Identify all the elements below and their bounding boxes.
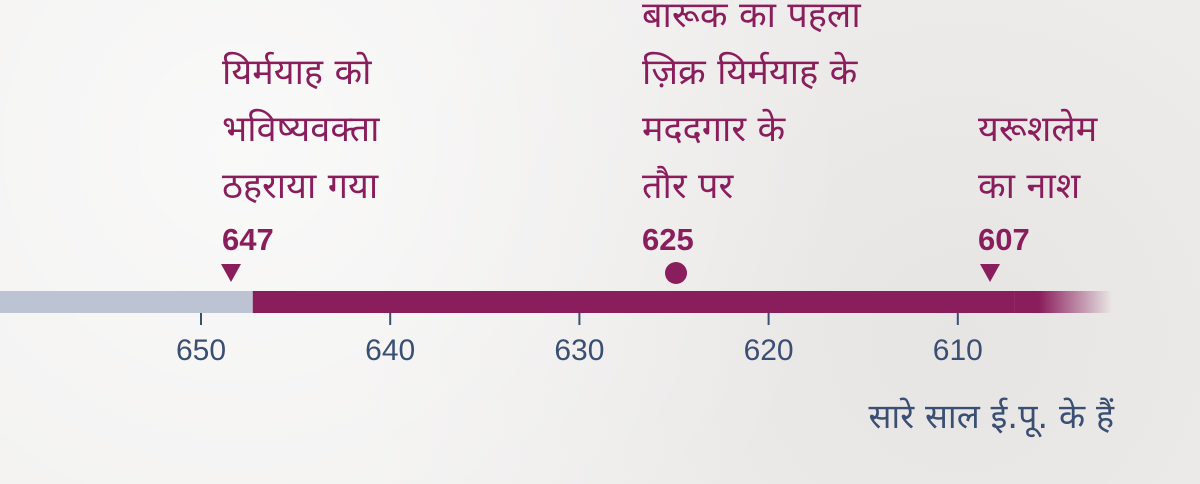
axis-ticks: 650 640 630 620 610 — [176, 313, 983, 367]
event-label-line: तौर पर — [642, 166, 734, 207]
event-label-line: का नाश — [978, 166, 1081, 207]
event-markers — [221, 262, 1000, 284]
tick-label-640: 640 — [365, 334, 415, 367]
event-label-line: मददगार के — [642, 109, 786, 150]
event-marker-triangle-647 — [221, 264, 241, 282]
timeline-track — [0, 291, 1112, 313]
event-label-line: यिर्मयाह को — [222, 52, 372, 93]
tick-label-630: 630 — [554, 334, 604, 367]
event-label-jerusalem: यरूशलेम का नाश — [978, 101, 1097, 215]
event-label-line: भविष्यवक्ता — [222, 109, 380, 150]
event-year-jerusalem: 607 — [978, 222, 1030, 257]
tick-label-650: 650 — [176, 334, 226, 367]
event-label-line: ज़िक्र यिर्मयाह के — [642, 52, 858, 93]
timeline-fade-segment — [1014, 291, 1112, 313]
event-label-line: बारूक का पहला — [642, 0, 861, 36]
footnote-all-years-bce: सारे साल ई.पू. के हैं — [868, 397, 1114, 437]
event-label-baruch: बारूक का पहला ज़िक्र यिर्मयाह के मददगार के… — [642, 0, 861, 215]
event-marker-circle-625 — [665, 262, 687, 284]
timeline-highlight-segment — [252, 291, 1015, 313]
event-label-prophet: यिर्मयाह को भविष्यवक्ता ठहराया गया — [222, 44, 379, 215]
event-marker-triangle-607 — [980, 264, 1000, 282]
tick-label-610: 610 — [933, 334, 983, 367]
event-label-line: यरूशलेम — [978, 109, 1098, 150]
tick-label-620: 620 — [744, 334, 794, 367]
event-label-line: ठहराया गया — [222, 166, 379, 207]
timeline-past-segment — [0, 291, 253, 313]
event-year-baruch: 625 — [642, 222, 694, 257]
event-year-prophet: 647 — [222, 222, 274, 257]
